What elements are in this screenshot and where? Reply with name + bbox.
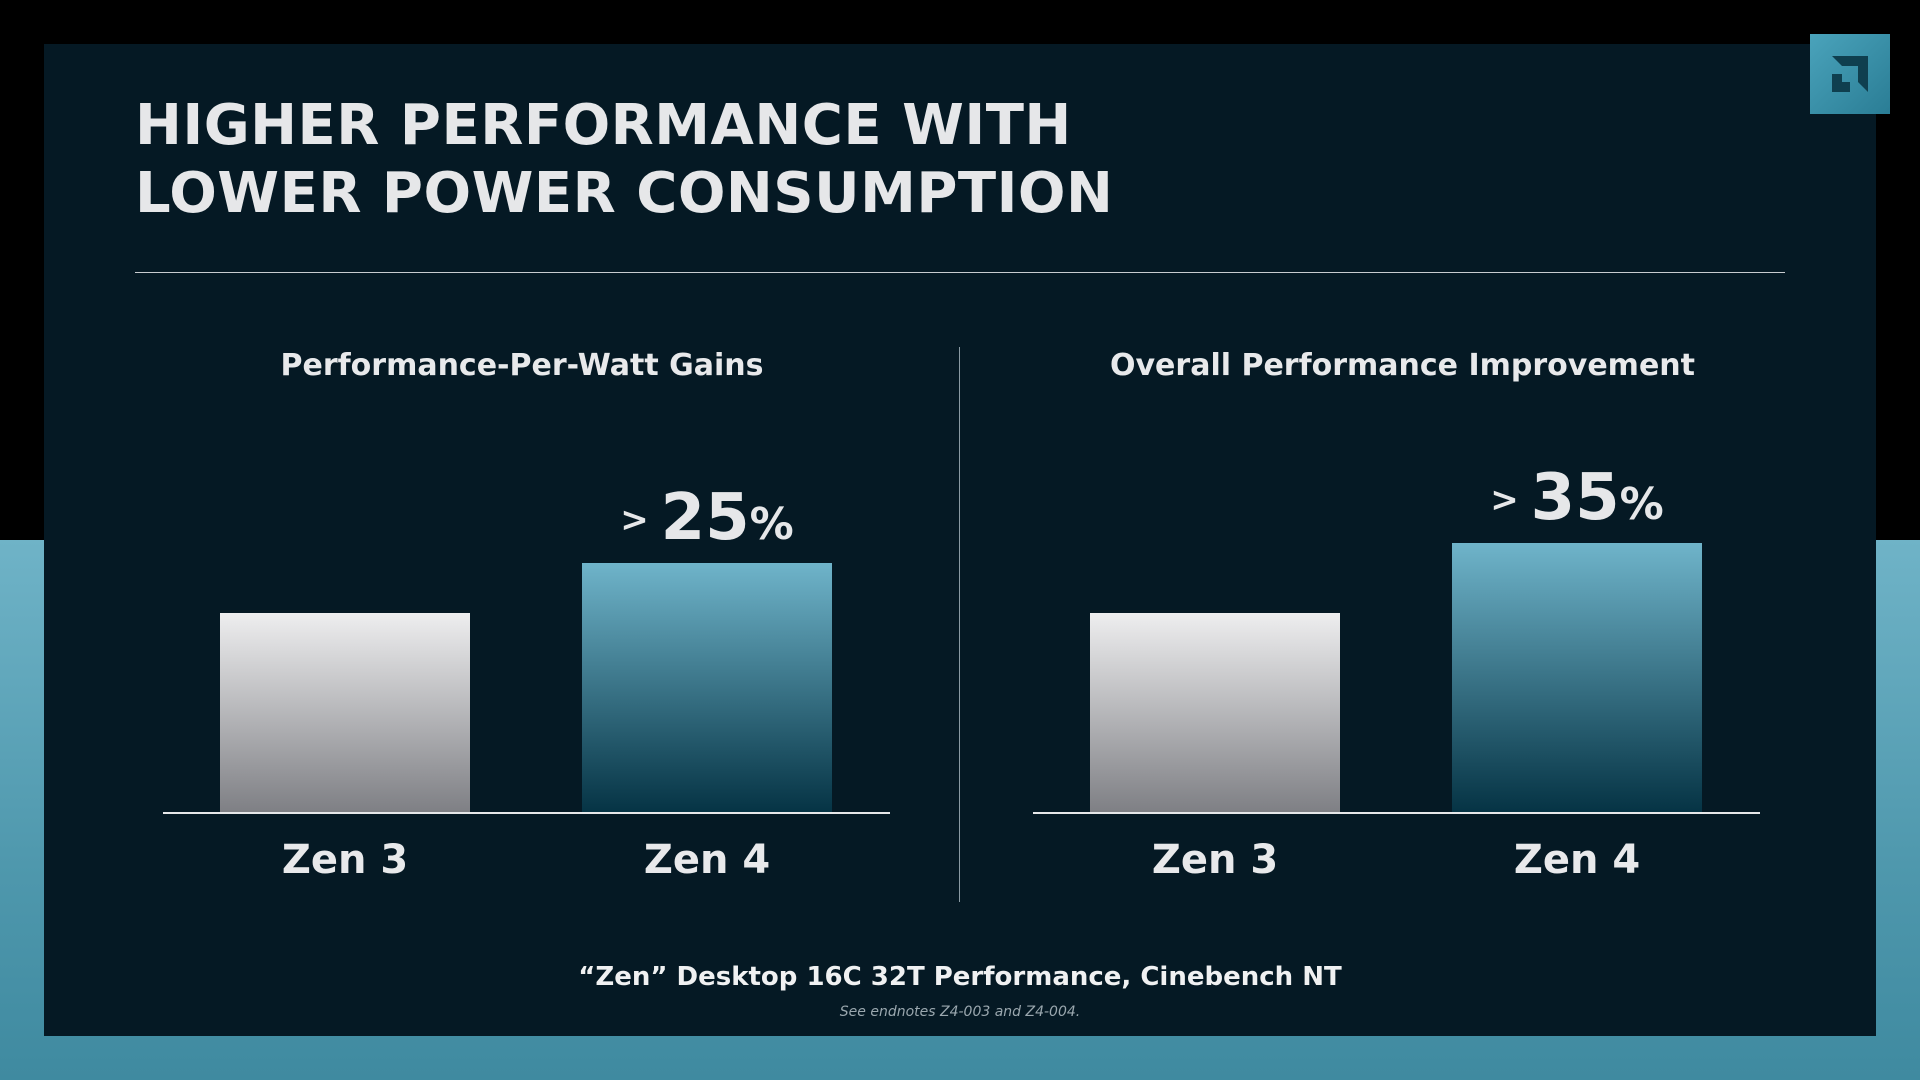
- chart-divider: [959, 347, 960, 902]
- slide-title: HIGHER PERFORMANCE WITH LOWER POWER CONS…: [135, 92, 1113, 228]
- category-label: Zen 4: [644, 837, 770, 883]
- amd-logo-icon: [1810, 34, 1890, 114]
- chart-title-left: Performance-Per-Watt Gains: [280, 348, 764, 383]
- category-label: Zen 4: [1514, 837, 1640, 883]
- chart-performance-per-watt: Zen 3 Zen 4 > 25%: [163, 481, 890, 883]
- endnote-text: See endnotes Z4-003 and Z4-004.: [839, 1004, 1081, 1020]
- title-line-1: HIGHER PERFORMANCE WITH: [135, 93, 1072, 158]
- title-line-2: LOWER POWER CONSUMPTION: [135, 161, 1114, 226]
- data-label: > 25%: [620, 481, 793, 555]
- bar-zen-4: [1452, 543, 1702, 813]
- title-underline: [135, 272, 1785, 273]
- chart-caption: “Zen” Desktop 16C 32T Performance, Cineb…: [578, 962, 1342, 992]
- data-label: > 35%: [1490, 461, 1663, 535]
- bar-zen-3: [1090, 613, 1340, 813]
- amd-arrow-logo-icon: [1832, 56, 1868, 92]
- category-label: Zen 3: [1152, 837, 1278, 883]
- bar-zen-4: [582, 563, 832, 813]
- chart-overall-performance: Zen 3 Zen 4 > 35%: [1033, 461, 1760, 883]
- slide-panel: [44, 44, 1876, 1036]
- category-label: Zen 3: [282, 837, 408, 883]
- chart-title-right: Overall Performance Improvement: [1110, 348, 1695, 383]
- bar-zen-3: [220, 613, 470, 813]
